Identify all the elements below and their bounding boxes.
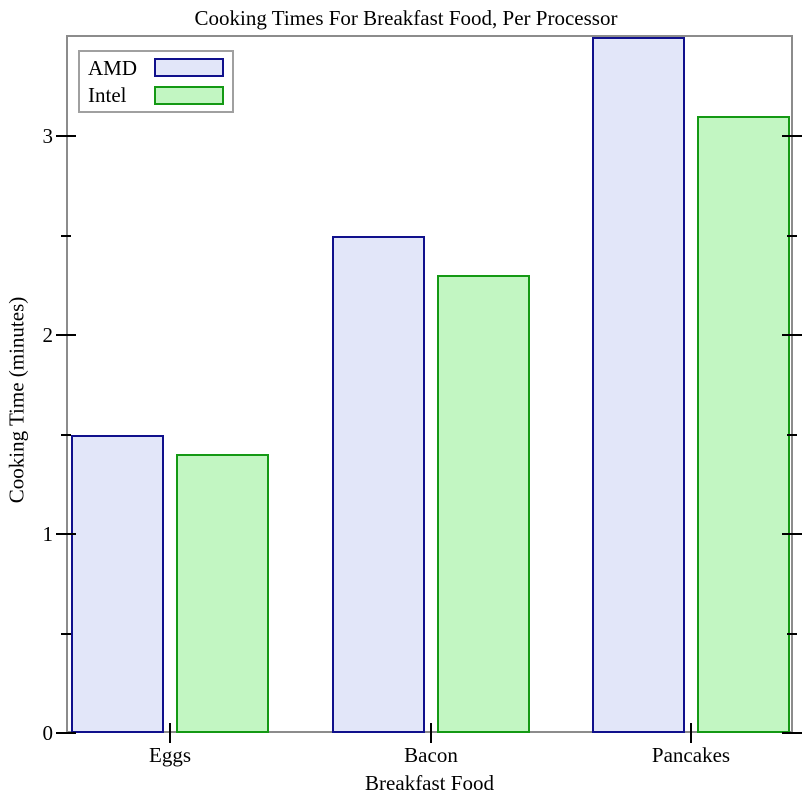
- y-axis-minor-tick: [61, 633, 71, 635]
- x-category-tick-bacon: [430, 723, 432, 743]
- x-category-label-pancakes: Pancakes: [651, 743, 731, 767]
- y-axis-minor-tick-right: [787, 434, 797, 436]
- y-axis-major-tick-right: [782, 732, 802, 734]
- y-axis-minor-tick: [61, 434, 71, 436]
- legend-swatch-intel: [154, 85, 224, 105]
- x-axis-label: Breakfast Food: [365, 771, 494, 795]
- bar-amd-pancakes: [592, 37, 685, 733]
- legend-label-intel: Intel: [88, 83, 127, 108]
- y-axis-major-tick: [56, 334, 76, 336]
- bar-amd-eggs: [71, 435, 164, 733]
- y-axis-major-tick-right: [782, 533, 802, 535]
- y-tick-label-2: 2: [42, 323, 54, 347]
- x-category-tick-pancakes: [690, 723, 692, 743]
- bar-amd-bacon: [332, 236, 425, 733]
- legend: AMD Intel: [78, 50, 234, 113]
- x-category-label-bacon: Bacon: [404, 743, 458, 767]
- y-tick-label-1: 1: [42, 522, 54, 546]
- legend-swatch-amd: [154, 58, 224, 78]
- x-category-tick-eggs: [169, 723, 171, 743]
- bar-intel-pancakes: [697, 116, 790, 733]
- y-axis-minor-tick: [61, 235, 71, 237]
- y-tick-label-0: 0: [42, 721, 54, 745]
- y-tick-label-3: 3: [42, 124, 54, 148]
- y-axis-major-tick: [56, 533, 76, 535]
- legend-label-amd: AMD: [88, 55, 138, 80]
- bar-intel-bacon: [437, 275, 530, 733]
- y-axis-major-tick: [56, 732, 76, 734]
- y-axis-major-tick-right: [782, 334, 802, 336]
- chart-title: Cooking Times For Breakfast Food, Per Pr…: [194, 6, 618, 30]
- x-category-label-eggs: Eggs: [149, 743, 191, 767]
- legend-item-amd: AMD: [88, 55, 224, 81]
- bar-intel-eggs: [176, 454, 269, 733]
- y-axis-minor-tick-right: [787, 235, 797, 237]
- legend-item-intel: Intel: [88, 82, 224, 108]
- y-axis-minor-tick-right: [787, 633, 797, 635]
- y-axis-major-tick-right: [782, 135, 802, 137]
- y-axis-major-tick: [56, 135, 76, 137]
